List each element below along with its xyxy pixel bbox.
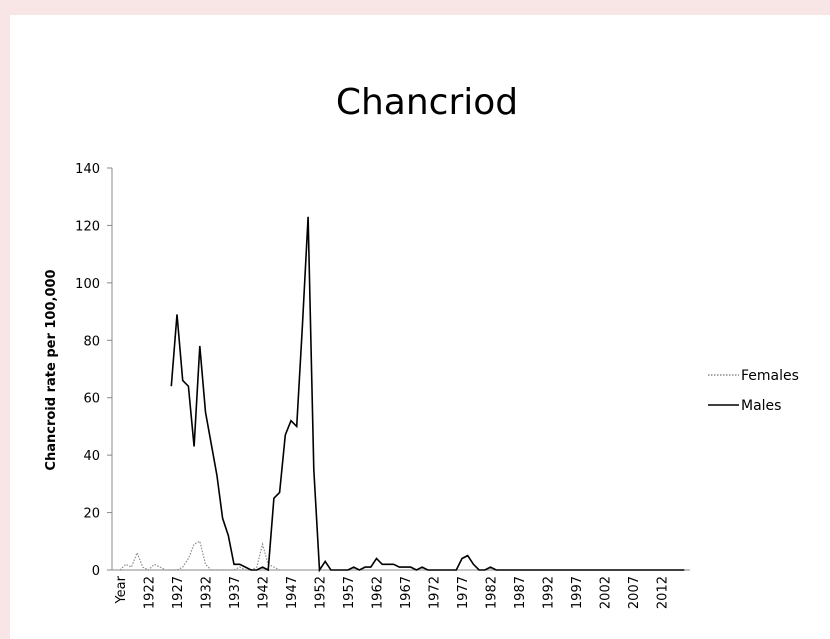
y-tick-label: 100	[75, 277, 100, 292]
x-tick-label: 1992	[542, 576, 557, 609]
y-tick-label: 20	[83, 507, 100, 522]
x-tick-label: 1972	[428, 576, 443, 609]
y-tick-label: 40	[83, 449, 100, 464]
data-line	[170, 216, 685, 573]
y-tick-label: 60	[83, 392, 100, 407]
x-tick-label: 1977	[456, 576, 471, 609]
chart-title: Chancriod	[336, 82, 518, 123]
x-tick-label: 2002	[599, 576, 614, 609]
x-tick-label: 1982	[485, 576, 500, 609]
x-tick-label: 1927	[171, 576, 186, 609]
y-tick-label: 120	[75, 219, 100, 234]
y-axis-label: Chancroid rate per 100,000	[44, 269, 59, 470]
y-tick-label: 0	[92, 564, 100, 579]
x-tick-label: 1942	[257, 576, 272, 609]
legend-label: Males	[741, 398, 781, 414]
x-tick-label: 2012	[656, 576, 671, 609]
x-tick-label: 1947	[285, 576, 300, 609]
x-tick-label: 1967	[399, 576, 414, 609]
data-line	[119, 540, 280, 571]
x-tick-label: 1937	[228, 576, 243, 609]
x-tick-label: 1957	[342, 576, 357, 609]
legend-label: Females	[741, 368, 799, 384]
x-tick-label: Year	[114, 575, 129, 604]
x-tick-label: 1997	[570, 576, 585, 609]
x-tick-label: 2007	[627, 576, 642, 609]
x-tick-label: 1987	[513, 576, 528, 609]
x-tick-label: 1962	[371, 576, 386, 609]
y-tick-label: 140	[75, 162, 100, 177]
x-tick-label: 1932	[200, 576, 215, 609]
chart-panel	[10, 15, 830, 639]
y-tick-label: 80	[83, 334, 100, 349]
x-tick-label: 1952	[314, 576, 329, 609]
x-tick-label: 1922	[143, 576, 158, 609]
